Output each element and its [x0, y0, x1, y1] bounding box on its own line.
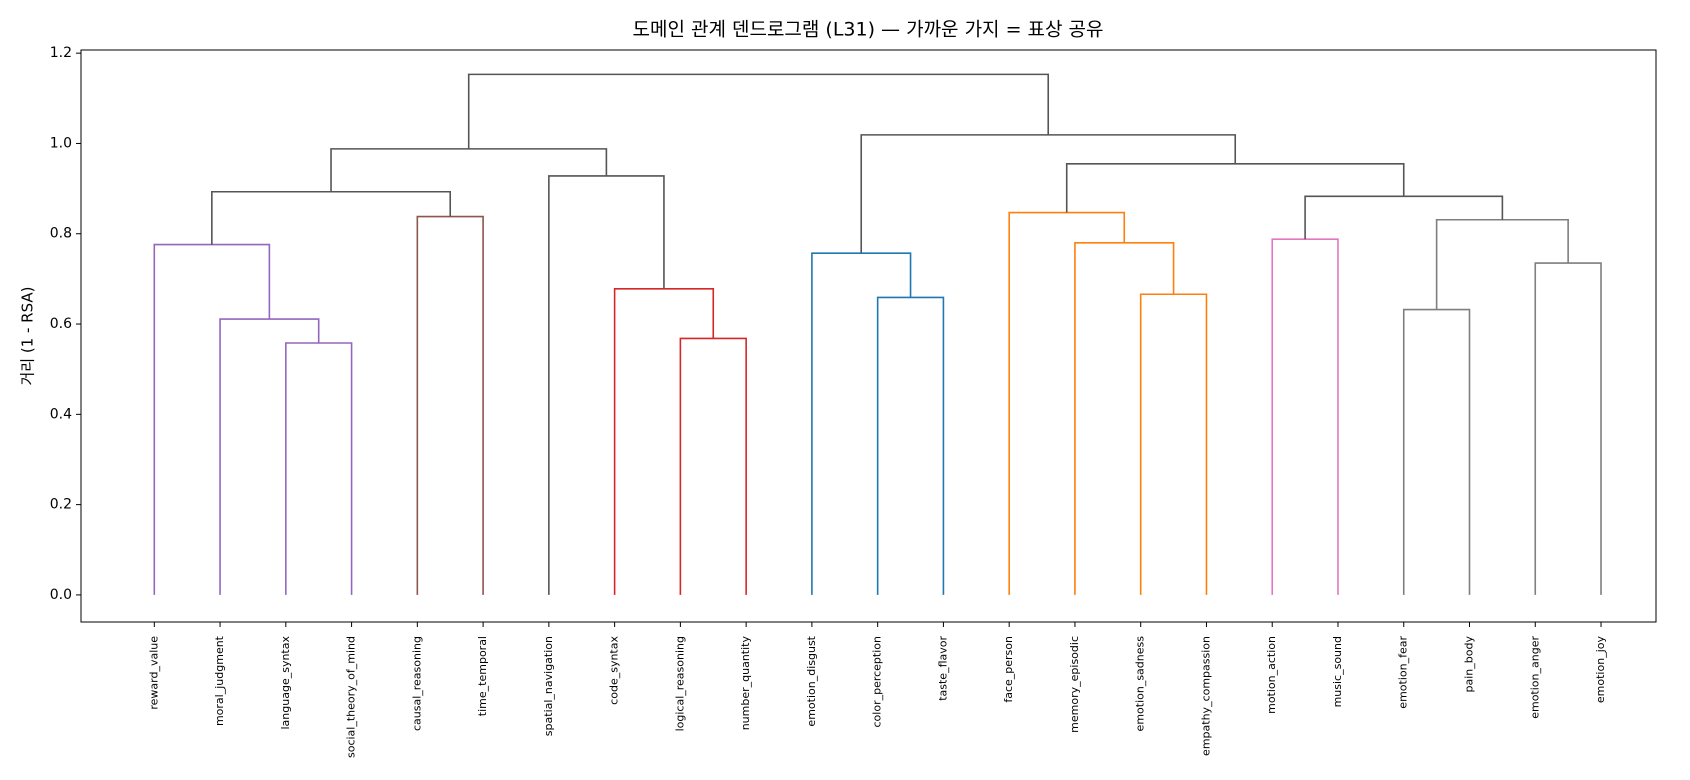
dendrogram-link: [285, 342, 353, 595]
dendrogram-link: [1304, 195, 1504, 240]
dendrogram-link: [876, 296, 945, 595]
dendrogram-link: [153, 243, 271, 595]
leaf-label: causal_reasoning: [410, 636, 423, 731]
dendrogram-link: [1074, 241, 1175, 595]
leaf-label: music_sound: [1331, 636, 1344, 707]
dendrogram-link: [1065, 162, 1405, 213]
y-tick-label: 1.2: [50, 45, 72, 61]
leaf-label: emotion_joy: [1594, 636, 1607, 704]
leaf-label: face_person: [1002, 636, 1015, 703]
leaf-label: time_temporal: [476, 636, 489, 716]
leaf-label: moral_judgment: [213, 635, 226, 726]
leaf-label: taste_flavor: [936, 636, 949, 701]
dendrogram-link: [811, 252, 912, 595]
y-tick-label: 0.8: [50, 226, 72, 242]
leaf-label: number_quantity: [739, 636, 752, 731]
dendrogram-link: [1435, 218, 1569, 310]
leaf-label: empathy_compassion: [1199, 636, 1212, 756]
dendrogram-link: [860, 134, 1237, 254]
leaf-label: emotion_anger: [1528, 636, 1541, 719]
y-tick-label: 0.4: [50, 406, 72, 422]
leaf-label: emotion_disgust: [805, 635, 818, 726]
leaf-label: spatial_navigation: [542, 636, 555, 736]
leaf-label: logical_reasoning: [673, 636, 686, 731]
leaf-label: color_perception: [871, 636, 884, 728]
chart-title: 도메인 관계 덴드로그램 (L31) — 가까운 가지 = 표상 공유: [633, 19, 1104, 41]
leaf-label: motion_action: [1265, 636, 1278, 714]
dendrogram-link: [219, 318, 320, 595]
dendrogram-link: [1008, 211, 1126, 595]
dendrogram-link: [1271, 238, 1339, 595]
dendrogram-link: [211, 190, 452, 245]
y-axis-label: 거리 (1 - RSA): [19, 286, 37, 385]
y-tick-label: 0.2: [50, 497, 72, 513]
dendrogram-link: [548, 175, 665, 595]
leaf-label: pain_body: [1463, 636, 1476, 693]
y-tick-label: 0.0: [50, 587, 72, 603]
leaf-label: emotion_sadness: [1134, 636, 1147, 732]
y-tick-label: 1.0: [50, 135, 72, 151]
leaf-label: reward_value: [147, 636, 160, 710]
leaf-label: social_theory_of_mind: [345, 636, 358, 758]
dendrogram-link: [1534, 262, 1602, 595]
dendrogram-link: [467, 73, 1050, 149]
dendrogram-link: [416, 215, 484, 595]
dendrogram-link: [613, 288, 715, 595]
dendrogram-link: [679, 337, 747, 595]
dendrogram-link: [1139, 293, 1208, 595]
dendrogram-link: [1402, 308, 1471, 595]
plot-frame: [80, 49, 1657, 623]
y-tick-label: 0.6: [50, 316, 72, 332]
leaf-label: emotion_fear: [1397, 636, 1410, 709]
dendrogram-link: [330, 148, 608, 192]
leaf-label: language_syntax: [279, 636, 292, 730]
leaf-label: memory_episodic: [1068, 636, 1081, 733]
leaf-label: code_syntax: [608, 636, 621, 705]
